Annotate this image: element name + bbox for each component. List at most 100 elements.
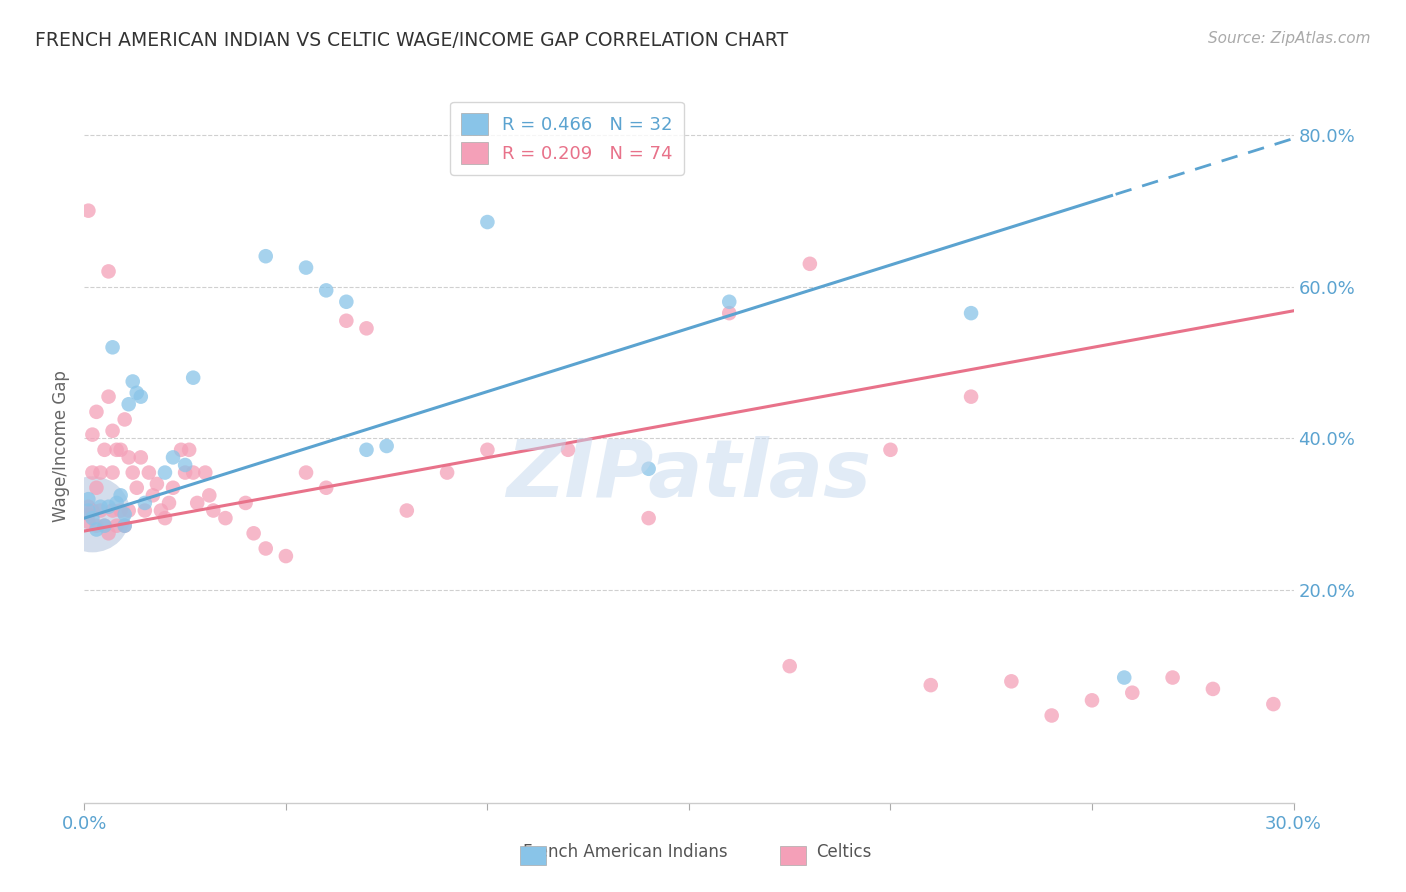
Point xyxy=(153,466,176,480)
Point xyxy=(242,526,264,541)
Point xyxy=(181,466,204,480)
Point xyxy=(295,466,318,480)
Point xyxy=(779,659,801,673)
Point xyxy=(637,511,659,525)
Text: FRENCH AMERICAN INDIAN VS CELTIC WAGE/INCOME GAP CORRELATION CHART: FRENCH AMERICAN INDIAN VS CELTIC WAGE/IN… xyxy=(35,31,789,50)
Point xyxy=(82,466,104,480)
Point xyxy=(194,466,217,480)
Point xyxy=(214,511,236,525)
Point xyxy=(235,496,257,510)
Point xyxy=(110,442,132,457)
Point xyxy=(1161,671,1184,685)
Point xyxy=(89,503,111,517)
Point xyxy=(105,518,128,533)
Point xyxy=(718,306,741,320)
Point xyxy=(198,488,221,502)
Point xyxy=(1263,697,1285,711)
Point xyxy=(134,503,156,517)
Point xyxy=(101,466,124,480)
Point xyxy=(254,541,277,556)
Point xyxy=(335,294,357,309)
Point xyxy=(186,496,208,510)
Point xyxy=(170,442,193,457)
Point xyxy=(114,518,136,533)
Point xyxy=(118,450,141,465)
Point xyxy=(153,511,176,525)
Point xyxy=(114,518,136,533)
Point xyxy=(93,442,115,457)
Point xyxy=(86,405,108,419)
Point xyxy=(181,370,204,384)
Point xyxy=(97,526,120,541)
Point xyxy=(1202,681,1225,696)
Point xyxy=(86,523,108,537)
Point xyxy=(1081,693,1104,707)
Text: Source: ZipAtlas.com: Source: ZipAtlas.com xyxy=(1208,31,1371,46)
Point xyxy=(97,390,120,404)
Point xyxy=(149,503,172,517)
Point xyxy=(1114,671,1136,685)
Point xyxy=(162,450,184,465)
Point xyxy=(142,488,165,502)
Point xyxy=(97,264,120,278)
Point xyxy=(77,515,100,529)
Point xyxy=(125,385,148,400)
Point xyxy=(395,503,418,517)
Text: Celtics: Celtics xyxy=(815,843,872,861)
Point xyxy=(82,511,104,525)
Point xyxy=(202,503,225,517)
Point xyxy=(86,518,108,533)
Point xyxy=(77,492,100,507)
Point xyxy=(77,500,100,514)
Point xyxy=(174,466,197,480)
Point xyxy=(118,503,141,517)
Point xyxy=(375,439,398,453)
Point xyxy=(129,390,152,404)
Point xyxy=(174,458,197,472)
Point xyxy=(86,481,108,495)
Point xyxy=(1040,708,1063,723)
Y-axis label: Wage/Income Gap: Wage/Income Gap xyxy=(52,370,70,522)
Point xyxy=(125,481,148,495)
Point xyxy=(799,257,821,271)
Point xyxy=(134,496,156,510)
Point xyxy=(77,203,100,218)
Point xyxy=(110,488,132,502)
Point xyxy=(254,249,277,263)
Point xyxy=(114,412,136,426)
Point xyxy=(879,442,901,457)
Point xyxy=(89,500,111,514)
Point xyxy=(274,549,297,563)
Text: ZIPatlas: ZIPatlas xyxy=(506,435,872,514)
Point xyxy=(77,508,100,522)
Point xyxy=(920,678,942,692)
Point xyxy=(1121,686,1143,700)
Point xyxy=(118,397,141,411)
Point xyxy=(105,442,128,457)
Point xyxy=(77,503,100,517)
Point xyxy=(89,466,111,480)
Point xyxy=(101,503,124,517)
Point xyxy=(960,306,983,320)
Point xyxy=(1000,674,1022,689)
Point xyxy=(82,503,104,517)
Legend: R = 0.466   N = 32, R = 0.209   N = 74: R = 0.466 N = 32, R = 0.209 N = 74 xyxy=(450,102,683,175)
Point xyxy=(637,462,659,476)
Point xyxy=(477,215,499,229)
Point xyxy=(129,450,152,465)
Point xyxy=(97,500,120,514)
Point xyxy=(93,518,115,533)
Point xyxy=(960,390,983,404)
Point xyxy=(157,496,180,510)
Point xyxy=(101,424,124,438)
Point xyxy=(146,477,169,491)
Point xyxy=(356,321,378,335)
Point xyxy=(315,481,337,495)
Point xyxy=(82,508,104,522)
Point xyxy=(179,442,201,457)
Point xyxy=(114,508,136,522)
Point xyxy=(138,466,160,480)
Point xyxy=(477,442,499,457)
Point xyxy=(162,481,184,495)
Point xyxy=(356,442,378,457)
